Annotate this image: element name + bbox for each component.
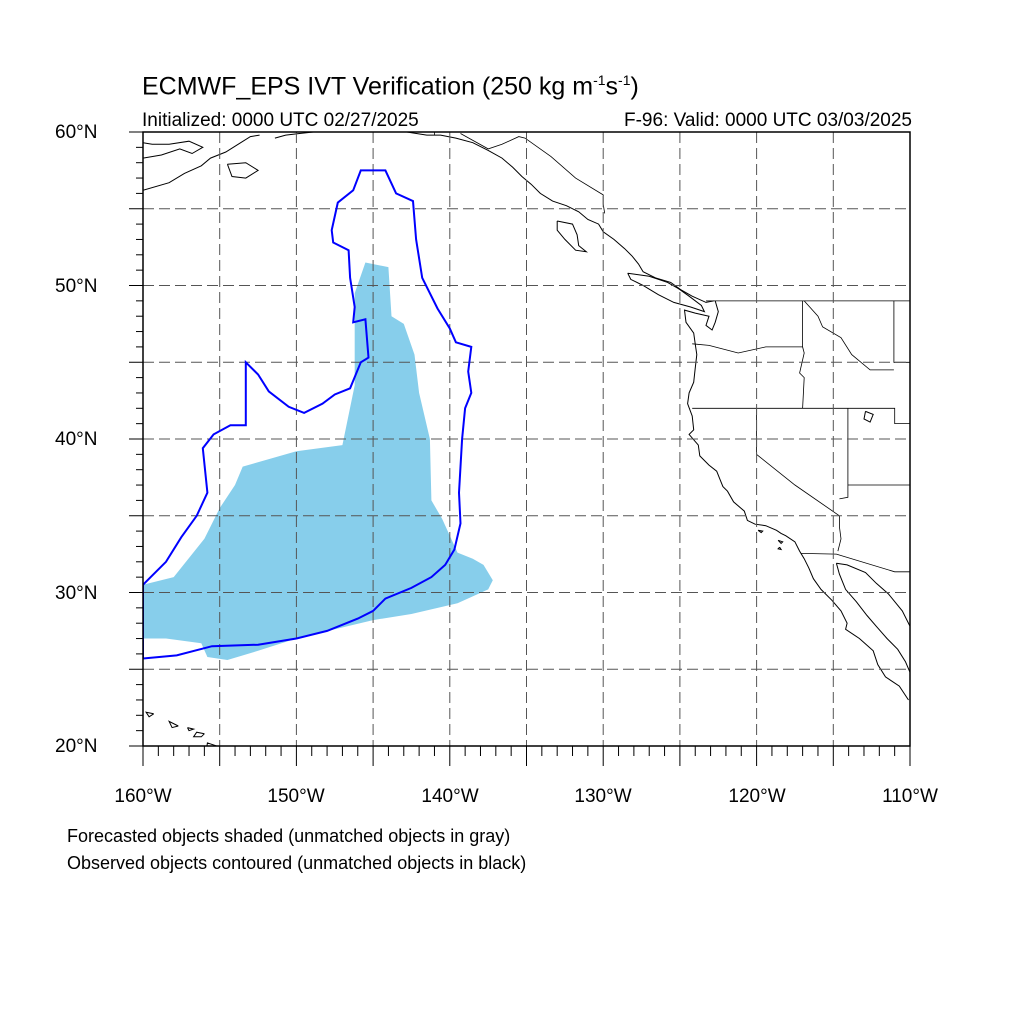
legend-observed-note: Observed objects contoured (unmatched ob…: [67, 853, 527, 873]
coastline-13: [206, 742, 219, 746]
coastline-1: [143, 134, 260, 191]
lat-label-40: 40°N: [55, 429, 98, 450]
title-exponent-1: -1: [593, 72, 606, 88]
valid-time-label: F-96: Valid: 0000 UTC 03/03/2025: [624, 110, 912, 131]
coastline-5: [556, 220, 589, 253]
observed-object-contour: [143, 169, 473, 660]
political-border-11: [801, 553, 910, 573]
lon-label-150: 150°W: [267, 786, 325, 807]
figure-title: ECMWF_EPS IVT Verification (250 kg m-1s-…: [142, 72, 639, 101]
political-border-10: [839, 485, 849, 500]
lat-label-30: 30°N: [55, 583, 98, 604]
coastline-11: [777, 539, 784, 545]
coastline-12: [777, 546, 783, 551]
lat-label-20: 20°N: [55, 736, 98, 757]
political-border-3: [799, 300, 805, 409]
lon-label-130: 130°W: [574, 786, 632, 807]
lon-label-110: 110°W: [882, 786, 938, 807]
map-frame: [142, 131, 911, 747]
lat-label-60: 60°N: [55, 122, 98, 143]
lat-label-50: 50°N: [55, 276, 98, 297]
coastline-19: [863, 410, 874, 423]
coastline-0: [143, 140, 204, 159]
lon-label-140: 140°W: [421, 786, 479, 807]
coastline-9: [836, 562, 910, 627]
coastline-10: [757, 529, 764, 534]
lon-label-120: 120°W: [728, 786, 786, 807]
coastline-16: [168, 720, 179, 729]
initialized-label: Initialized: 0000 UTC 02/27/2025: [142, 110, 419, 131]
coastline-3: [274, 132, 324, 139]
political-border-5: [692, 407, 910, 425]
coastline-2: [226, 162, 260, 179]
coastline-7: [683, 300, 909, 701]
coastline-8: [835, 563, 910, 673]
coastline-4: [342, 132, 714, 303]
lon-label-160: 160°W: [114, 786, 172, 807]
title-exponent-2: -1: [618, 72, 631, 88]
political-border-4: [692, 343, 803, 354]
coastline-17: [145, 711, 154, 718]
political-border-7: [803, 300, 894, 371]
coastline-14: [192, 731, 205, 738]
legend-forecast-note: Forecasted objects shaded (unmatched obj…: [67, 826, 511, 846]
coastline-15: [187, 727, 196, 732]
